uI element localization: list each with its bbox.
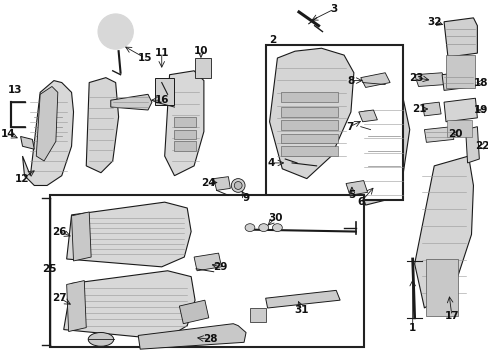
Text: 5: 5 bbox=[347, 190, 355, 200]
Polygon shape bbox=[358, 110, 377, 122]
Polygon shape bbox=[441, 71, 474, 90]
Bar bbox=[249, 308, 265, 322]
Bar bbox=[281, 93, 338, 102]
Polygon shape bbox=[164, 71, 203, 176]
Polygon shape bbox=[355, 90, 409, 205]
Polygon shape bbox=[66, 280, 86, 332]
Text: 4: 4 bbox=[267, 158, 275, 168]
Bar bbox=[155, 78, 174, 105]
Text: 23: 23 bbox=[408, 73, 423, 83]
Ellipse shape bbox=[258, 224, 268, 231]
Polygon shape bbox=[71, 212, 91, 261]
Text: 20: 20 bbox=[447, 129, 462, 139]
Text: 13: 13 bbox=[8, 85, 22, 95]
Text: 25: 25 bbox=[42, 264, 57, 274]
Text: 14: 14 bbox=[0, 129, 15, 139]
Bar bbox=[50, 195, 363, 347]
Polygon shape bbox=[22, 81, 73, 185]
Polygon shape bbox=[269, 48, 353, 179]
Text: 17: 17 bbox=[444, 311, 458, 321]
Bar bbox=[446, 120, 471, 138]
Text: 19: 19 bbox=[473, 105, 488, 115]
Text: 32: 32 bbox=[426, 17, 441, 27]
Ellipse shape bbox=[234, 181, 242, 189]
Bar bbox=[195, 58, 210, 78]
Text: 10: 10 bbox=[193, 46, 208, 56]
Polygon shape bbox=[443, 98, 476, 122]
Polygon shape bbox=[213, 177, 230, 190]
Polygon shape bbox=[465, 127, 478, 163]
Polygon shape bbox=[194, 253, 221, 271]
Text: 15: 15 bbox=[138, 53, 152, 63]
Text: 1: 1 bbox=[408, 323, 415, 333]
Polygon shape bbox=[86, 78, 119, 173]
Text: 28: 28 bbox=[203, 334, 218, 345]
Polygon shape bbox=[138, 324, 245, 349]
Bar bbox=[281, 107, 338, 117]
Polygon shape bbox=[111, 94, 152, 110]
Text: 29: 29 bbox=[213, 262, 227, 272]
Polygon shape bbox=[179, 300, 208, 324]
Text: 26: 26 bbox=[52, 226, 67, 237]
Text: 31: 31 bbox=[294, 305, 308, 315]
Ellipse shape bbox=[272, 224, 282, 231]
Polygon shape bbox=[63, 271, 195, 339]
Text: 3: 3 bbox=[330, 4, 337, 14]
Text: 27: 27 bbox=[52, 293, 67, 303]
Polygon shape bbox=[424, 127, 453, 142]
Polygon shape bbox=[360, 73, 389, 87]
Text: 11: 11 bbox=[154, 48, 169, 58]
Ellipse shape bbox=[244, 224, 254, 231]
Text: 2: 2 bbox=[269, 35, 276, 45]
Polygon shape bbox=[414, 73, 445, 86]
Text: 9: 9 bbox=[242, 193, 249, 203]
Bar bbox=[174, 141, 196, 151]
Bar bbox=[281, 146, 338, 156]
Text: 22: 22 bbox=[474, 141, 488, 151]
Polygon shape bbox=[414, 156, 472, 308]
Ellipse shape bbox=[88, 333, 114, 346]
Text: 21: 21 bbox=[411, 104, 426, 114]
Text: 24: 24 bbox=[201, 177, 216, 188]
Polygon shape bbox=[20, 136, 34, 149]
Bar bbox=[174, 117, 196, 127]
Circle shape bbox=[98, 14, 133, 49]
Bar bbox=[265, 45, 402, 200]
Bar bbox=[174, 130, 196, 139]
Text: 16: 16 bbox=[154, 95, 169, 105]
Polygon shape bbox=[66, 202, 191, 267]
Text: 30: 30 bbox=[267, 213, 282, 223]
Polygon shape bbox=[36, 86, 58, 161]
Bar bbox=[281, 120, 338, 130]
Ellipse shape bbox=[231, 179, 244, 192]
Polygon shape bbox=[443, 18, 476, 57]
Polygon shape bbox=[265, 291, 340, 308]
Text: 18: 18 bbox=[473, 77, 488, 87]
Bar bbox=[445, 55, 474, 89]
Polygon shape bbox=[422, 102, 440, 116]
Text: 12: 12 bbox=[15, 174, 30, 184]
Polygon shape bbox=[346, 181, 367, 195]
Text: 8: 8 bbox=[346, 76, 354, 86]
Bar bbox=[281, 134, 338, 143]
Text: 7: 7 bbox=[346, 122, 353, 132]
Bar bbox=[426, 259, 457, 316]
Text: 6: 6 bbox=[356, 197, 364, 207]
